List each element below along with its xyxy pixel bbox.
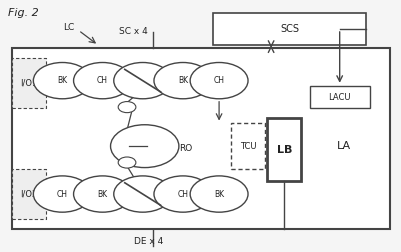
Text: CH: CH [57, 190, 68, 199]
Bar [12, 169, 46, 219]
Text: SC x 4: SC x 4 [118, 27, 147, 36]
Circle shape [154, 62, 211, 99]
Circle shape [73, 176, 131, 212]
Text: LB: LB [276, 145, 292, 155]
Text: CH: CH [177, 190, 188, 199]
Text: RO: RO [178, 144, 192, 153]
Text: I/O1: I/O1 [20, 79, 38, 88]
Circle shape [113, 62, 171, 99]
Bar [309, 86, 369, 108]
Text: Fig. 2: Fig. 2 [8, 8, 38, 18]
Bar [267, 118, 301, 181]
Circle shape [110, 125, 178, 168]
Text: BK: BK [57, 76, 67, 85]
Bar [213, 13, 365, 45]
Text: BK: BK [177, 76, 188, 85]
Text: CH: CH [213, 76, 224, 85]
Bar [12, 58, 46, 108]
Text: DE x 4: DE x 4 [134, 237, 163, 246]
Circle shape [190, 62, 247, 99]
Circle shape [33, 176, 91, 212]
Text: BK: BK [97, 190, 107, 199]
Text: SCS: SCS [279, 24, 298, 34]
Text: BK: BK [213, 190, 224, 199]
Text: LA: LA [336, 141, 350, 151]
Text: TCU: TCU [239, 142, 256, 151]
Circle shape [33, 62, 91, 99]
Bar [231, 123, 265, 169]
Circle shape [73, 62, 131, 99]
Bar [12, 48, 389, 229]
Circle shape [113, 176, 171, 212]
Text: LACU: LACU [328, 92, 350, 102]
Circle shape [154, 176, 211, 212]
Text: CH: CH [97, 76, 108, 85]
Text: I/O2: I/O2 [20, 190, 38, 199]
Circle shape [190, 176, 247, 212]
Text: LC: LC [63, 23, 74, 32]
Circle shape [118, 157, 136, 168]
Circle shape [118, 102, 136, 113]
